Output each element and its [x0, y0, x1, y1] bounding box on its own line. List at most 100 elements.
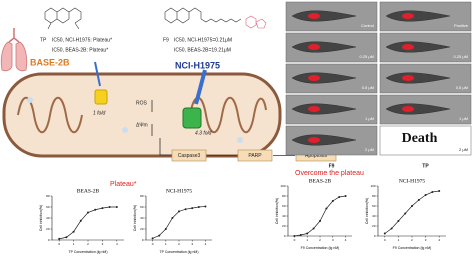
cancer-cell-label: NCI-H1975	[175, 60, 220, 70]
fish-body	[385, 72, 451, 84]
overcome-caption: Overcome the plateau	[295, 170, 364, 177]
data-point	[184, 208, 187, 211]
column-label: TP	[422, 163, 429, 169]
data-point	[417, 199, 420, 201]
fish-label: 0.25 μM	[453, 54, 468, 59]
y-tick-label: 40	[140, 216, 144, 220]
x-tick-label: 2	[319, 238, 321, 242]
data-point	[397, 220, 400, 222]
x-axis-label: TP Concentration (lg nM)	[159, 250, 198, 254]
x-tick-label: 3	[425, 238, 427, 242]
x-tick-label: 2	[178, 242, 180, 246]
fish-body	[291, 134, 357, 146]
ros-label: ROS	[136, 100, 148, 106]
y-tick-label: 0	[374, 234, 376, 238]
data-point	[319, 220, 321, 222]
y-tick-label: 20	[46, 227, 50, 231]
tp-name: TP	[40, 37, 47, 43]
axes	[145, 196, 212, 241]
curve	[294, 195, 346, 237]
data-point	[178, 210, 180, 213]
fish-label: Positive	[454, 23, 469, 28]
arrow	[94, 61, 101, 87]
x-tick-label: 2	[411, 238, 413, 242]
vesicle	[27, 97, 33, 103]
x-tick-label: 2	[87, 242, 89, 246]
x-tick-label: 3	[332, 238, 334, 242]
x-tick-label: 4	[205, 242, 207, 246]
fold-normal: 1 fold	[93, 110, 105, 116]
y-tick-label: 20	[140, 227, 144, 231]
fish-body	[291, 41, 357, 53]
data-point	[411, 205, 413, 207]
data-point	[325, 207, 328, 210]
y-axis-label: Cell inhibition(%)	[275, 198, 279, 224]
y-axis-label: Cell inhibition(%)	[39, 205, 43, 231]
chart-title: NCI-H1975	[399, 178, 426, 184]
lungs-icon	[0, 28, 28, 72]
chart-title: NCI-H1975	[166, 188, 193, 194]
fish-label: 1 μM	[365, 116, 374, 121]
x-tick-label: 3	[102, 242, 104, 246]
axes	[51, 196, 124, 241]
fish-label: 0.5 μM	[362, 85, 374, 90]
y-tick-label: 0	[284, 234, 286, 238]
fish-body	[291, 72, 357, 84]
chart-title: BEAS-2B	[309, 178, 332, 184]
y-tick-label: 40	[282, 214, 286, 218]
y-tick-label: 100	[280, 184, 285, 188]
data-point	[438, 190, 441, 192]
data-point	[424, 194, 427, 196]
tail-group	[245, 15, 267, 29]
y-axis-label: Cell inhibition(%)	[133, 205, 137, 231]
fish-body	[291, 103, 357, 115]
fish-signal	[402, 13, 414, 19]
y-tick-label: 80	[46, 194, 50, 198]
data-point	[171, 217, 174, 219]
x-tick-label: 4	[345, 238, 347, 242]
y-tick-label: 0	[48, 238, 50, 242]
zebrafish-panels: F9 Control 0.25 μM 0.5 μM 1 μM 2 μM TP Positive…	[285, 1, 472, 169]
fish-signal	[402, 106, 414, 112]
data-point	[115, 206, 118, 208]
data-point	[79, 219, 82, 222]
y-tick-label: 80	[372, 194, 376, 198]
fish-signal	[402, 44, 414, 50]
fish-signal	[308, 137, 320, 143]
bonds	[44, 7, 82, 30]
y-tick-label: 100	[370, 184, 375, 188]
normal-target	[94, 89, 108, 105]
tp-ic50-cancer: IC50, NCI-H1975: Plateau*	[52, 37, 112, 43]
fish-label: 0.25 μM	[359, 54, 374, 59]
y-tick-label: 60	[46, 205, 50, 209]
data-point	[344, 195, 347, 197]
axes	[377, 186, 446, 237]
data-point	[164, 228, 167, 230]
fish-signal	[308, 75, 320, 81]
tp-structure	[44, 7, 82, 30]
fish-label: 0.5 μM	[456, 85, 468, 90]
data-point	[94, 208, 97, 211]
f9-structure	[164, 7, 267, 29]
data-point	[383, 232, 386, 235]
mitochondrion	[2, 61, 282, 158]
fish-label: 2 μM	[459, 147, 468, 152]
pathway-connector	[159, 138, 172, 156]
data-point	[151, 237, 154, 240]
outer-membrane	[2, 72, 282, 158]
f9-ic50-normal: IC50, BEAS-2B=19.21μM	[174, 47, 231, 53]
fish-body	[385, 103, 451, 115]
data-point	[158, 234, 161, 237]
death-label: Death	[402, 131, 438, 146]
x-tick-label: 1	[398, 238, 400, 242]
x-tick-label: 3	[191, 242, 193, 246]
fish-signal	[402, 75, 414, 81]
data-point	[306, 232, 309, 235]
x-tick-label: 4	[438, 238, 440, 242]
trachea	[8, 28, 20, 43]
data-point	[404, 212, 407, 215]
potential-label: ΔΨm	[136, 122, 148, 128]
fish-body	[291, 10, 357, 22]
data-point	[331, 200, 334, 202]
